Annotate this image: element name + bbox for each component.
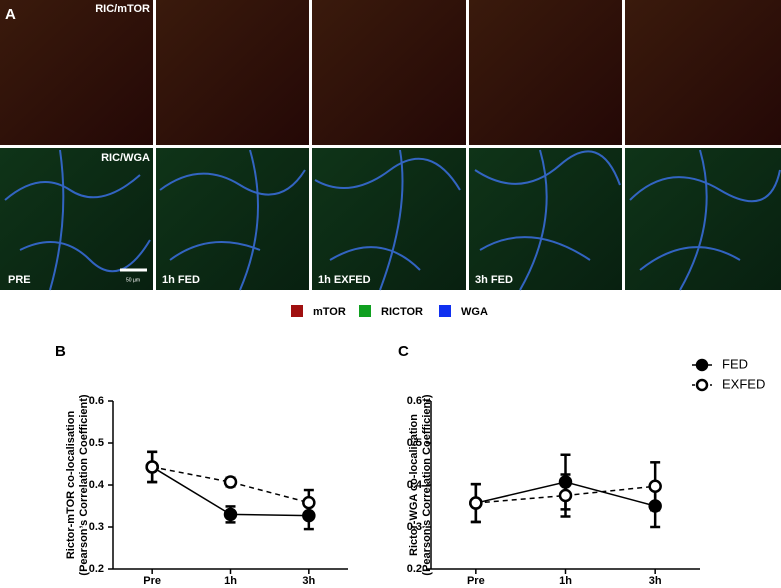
x-tick-label: 3h (649, 575, 662, 587)
image (156, 0, 309, 145)
y-axis-label: Rictor-WGA co-localisation (408, 414, 420, 556)
y-axis-label: (Pearson’s Correlation Coefficient) (78, 394, 90, 575)
y-tick-label: 0.2 (89, 563, 104, 575)
y-axis-label: Rictor-mTOR co-localisation (65, 411, 77, 560)
marker (223, 475, 238, 489)
image (625, 0, 781, 145)
channel-label: RICTOR (381, 306, 423, 318)
marker (145, 460, 159, 474)
legend-marker (695, 378, 709, 392)
panel-label: B (55, 343, 66, 360)
time-label: PRE (8, 274, 31, 286)
x-tick-label: 1h (559, 575, 572, 587)
scale-label: 50 µm (126, 277, 140, 283)
x-tick-label: 1h (224, 575, 237, 587)
marker (469, 496, 483, 510)
marker (558, 475, 573, 489)
series-line (475, 485, 656, 504)
image (625, 148, 781, 290)
legend-label: EXFED (722, 376, 765, 391)
image (156, 148, 309, 290)
panel-label: A (5, 6, 16, 23)
y-tick-label: 0.4 (89, 479, 105, 491)
marker (223, 507, 238, 522)
marker (302, 495, 316, 510)
y-tick-label: 0.4 (407, 479, 423, 491)
image (0, 0, 153, 145)
y-tick-label: 0.5 (407, 437, 422, 449)
panel-label: C (398, 343, 409, 360)
row-label: RIC/mTOR (95, 3, 150, 15)
y-tick-label: 0.6 (407, 395, 422, 407)
y-tick-label: 0.2 (407, 563, 422, 575)
micrographs (0, 0, 781, 291)
marker (302, 508, 316, 523)
channel-swatch (291, 305, 303, 317)
y-tick-label: 0.6 (89, 395, 104, 407)
time-label: 1h EXFED (318, 274, 371, 286)
membrane-lines (4, 149, 781, 291)
row-label: RIC/WGA (101, 152, 150, 164)
legend-marker (695, 358, 709, 372)
legend-label: FED (722, 356, 748, 371)
marker (648, 479, 662, 494)
x-tick-label: Pre (143, 575, 161, 587)
x-tick-label: Pre (467, 575, 485, 587)
channel-swatch (439, 305, 451, 317)
channel-label: mTOR (313, 306, 346, 318)
marker (558, 488, 573, 503)
image (469, 0, 622, 145)
y-tick-label: 0.3 (89, 521, 104, 533)
channel-label: WGA (461, 306, 488, 318)
image (312, 0, 466, 145)
time-label: 3h FED (475, 274, 513, 286)
y-tick-label: 0.3 (407, 521, 422, 533)
marker (648, 499, 662, 513)
panel-a-labels: A RIC/mTOR RIC/WGA PRE 1h FED 1h EXFED 3… (5, 3, 513, 286)
time-label: 1h FED (162, 274, 200, 286)
x-tick-label: 3h (302, 575, 315, 587)
channel-swatch (359, 305, 371, 317)
y-tick-label: 0.5 (89, 437, 104, 449)
